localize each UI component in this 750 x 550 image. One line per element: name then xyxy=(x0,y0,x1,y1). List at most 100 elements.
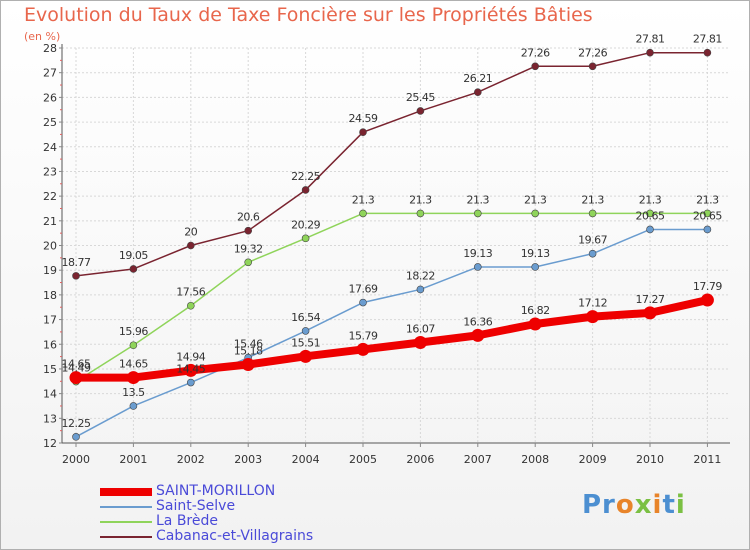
y-tick-label: 13 xyxy=(43,412,57,425)
data-point xyxy=(703,225,712,234)
legend-swatch-la-brede xyxy=(100,521,152,523)
data-point xyxy=(646,209,654,218)
data-point xyxy=(301,234,310,243)
data-point xyxy=(703,48,712,57)
axes xyxy=(61,44,730,444)
data-point xyxy=(129,265,138,273)
data-label: 18.22 xyxy=(406,269,435,282)
series-line-0 xyxy=(72,296,712,382)
data-point xyxy=(244,226,252,235)
data-point xyxy=(69,371,83,385)
data-label: 21.3 xyxy=(581,193,604,206)
data-label: 17.69 xyxy=(349,283,378,296)
y-tick-label: 27 xyxy=(43,67,57,80)
x-tick-label: 2000 xyxy=(62,453,90,466)
data-point xyxy=(643,306,657,320)
x-tick-label: 2001 xyxy=(119,453,147,466)
data-label: 15.79 xyxy=(349,329,378,342)
data-label: 14.45 xyxy=(176,363,205,376)
data-point xyxy=(244,258,252,267)
y-tick-label: 25 xyxy=(43,116,57,129)
data-point xyxy=(588,249,597,258)
data-point xyxy=(359,298,367,307)
data-point xyxy=(187,241,195,250)
data-label: 27.26 xyxy=(521,46,550,59)
x-tick-label: 2003 xyxy=(234,453,262,466)
chart-title: Evolution du Taux de Taxe Foncière sur l… xyxy=(24,4,593,26)
data-label: 25.45 xyxy=(406,91,435,104)
data-point xyxy=(416,209,425,218)
series-line-2 xyxy=(75,212,709,383)
x-tick-label: 2011 xyxy=(693,453,721,466)
data-point xyxy=(187,301,195,310)
data-label: 12.25 xyxy=(62,417,91,430)
data-label: 15.46 xyxy=(234,338,263,351)
data-label: 21.3 xyxy=(352,193,375,206)
data-label: 16.07 xyxy=(406,323,435,336)
data-label: 13.5 xyxy=(122,386,145,399)
data-point xyxy=(72,272,80,280)
x-tick-label: 2006 xyxy=(406,453,434,466)
data-label: 20.6 xyxy=(237,211,260,224)
y-tick-label: 21 xyxy=(43,215,57,228)
data-label: 19.13 xyxy=(463,247,492,260)
x-tick-label: 2010 xyxy=(636,453,664,466)
data-label: 17.79 xyxy=(693,280,722,293)
data-label: 16.54 xyxy=(291,311,320,324)
legend-swatch-saint-selve xyxy=(100,506,152,508)
legend-label: La Brède xyxy=(156,513,218,529)
y-tick-label: 12 xyxy=(43,437,57,450)
data-label: 21.3 xyxy=(639,193,662,206)
data-point xyxy=(528,317,542,331)
data-label: 21.3 xyxy=(696,193,719,206)
x-tick-label: 2008 xyxy=(521,453,549,466)
data-point xyxy=(471,328,485,342)
grid-lines xyxy=(62,47,730,444)
data-point xyxy=(473,209,482,218)
data-label: 14.94 xyxy=(176,350,205,363)
data-point xyxy=(531,62,540,71)
data-point xyxy=(359,209,367,218)
data-point xyxy=(473,263,482,271)
data-point xyxy=(359,128,367,136)
data-point xyxy=(299,349,313,363)
data-point xyxy=(241,357,255,371)
data-point xyxy=(531,263,540,271)
data-point xyxy=(301,327,310,335)
series-lines xyxy=(69,48,714,441)
x-tick-label: 2009 xyxy=(579,453,607,466)
data-label: 14.65 xyxy=(62,358,91,371)
y-tick-label: 23 xyxy=(43,165,57,178)
legend-label: Saint-Selve xyxy=(156,498,236,514)
data-label: 26.21 xyxy=(463,72,492,85)
data-label: 18.77 xyxy=(62,256,91,269)
y-tick-label: 19 xyxy=(43,264,57,277)
data-label: 27.26 xyxy=(578,46,607,59)
data-label: 15.51 xyxy=(291,336,320,349)
data-point xyxy=(703,209,712,218)
data-point xyxy=(301,186,310,194)
data-label: 20.65 xyxy=(636,209,665,222)
legend-swatch-cabanac-et-villagrains xyxy=(100,536,152,538)
x-axis-ticks: 2000 2001 2002 2003 2004 2005 2006 2007 2008 2009… xyxy=(62,443,721,466)
x-tick-label: 2007 xyxy=(464,453,492,466)
data-label: 22.25 xyxy=(291,170,320,183)
data-label: 16.82 xyxy=(521,304,550,317)
data-point xyxy=(646,48,654,57)
data-label: 19.32 xyxy=(234,242,263,255)
legend-label: Cabanac-et-Villagrains xyxy=(156,528,314,544)
data-point xyxy=(588,209,597,218)
data-point xyxy=(129,341,138,350)
data-point xyxy=(416,285,425,294)
x-tick-label: 2002 xyxy=(177,453,205,466)
data-label: 17.56 xyxy=(176,286,205,299)
data-point xyxy=(126,371,140,385)
y-tick-label: 22 xyxy=(43,190,57,203)
data-point xyxy=(187,378,195,387)
y-tick-label: 14 xyxy=(43,388,57,401)
data-label: 17.12 xyxy=(578,297,607,310)
data-label: 21.3 xyxy=(409,193,432,206)
data-point xyxy=(129,402,138,410)
data-label: 20.29 xyxy=(291,218,320,231)
